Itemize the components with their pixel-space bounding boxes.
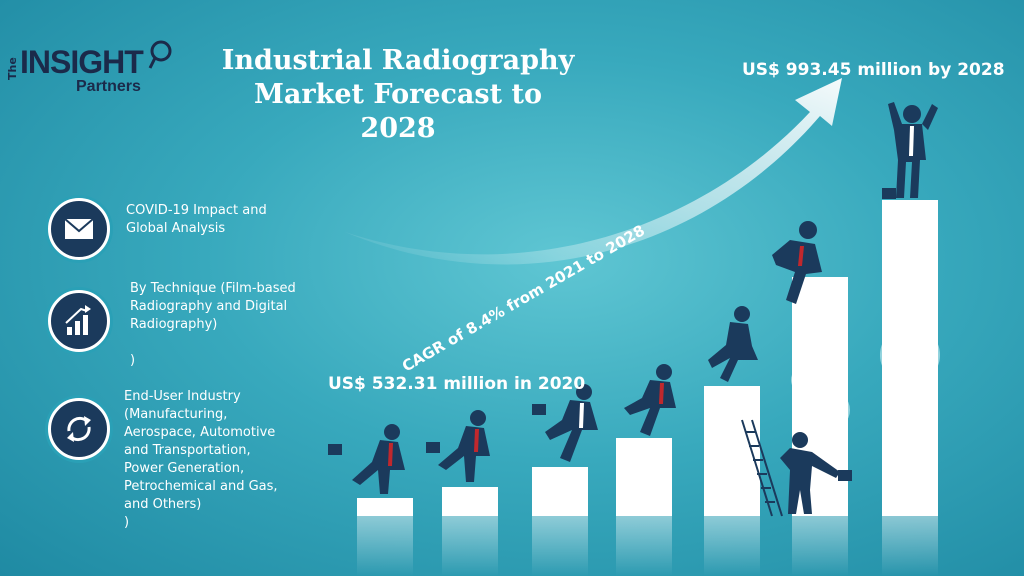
logo-partners: Partners	[76, 78, 141, 95]
growth-arrow	[345, 78, 842, 265]
ladder	[741, 419, 783, 517]
menu-item-technique-label: By Technique (Film-based Radiography and…	[130, 281, 296, 368]
bar-reflections	[357, 516, 938, 576]
bar-3	[532, 467, 588, 516]
title-line-2: Market Forecast to 2028	[254, 79, 542, 144]
email-icon	[48, 198, 110, 260]
bar-1	[357, 498, 413, 516]
businessman-climbing-6	[772, 221, 822, 304]
cagr-label: CAGR of 8.4% from 2021 to 2028	[399, 221, 648, 375]
businessman-running-1	[328, 424, 405, 494]
growth-chart-icon	[48, 290, 110, 352]
menu-item-end-user[interactable]: End-User Industry (Manufacturing, Aerosp…	[48, 389, 288, 538]
bar-4	[616, 438, 672, 516]
bar-7	[882, 200, 938, 516]
businesswoman-running-5	[708, 306, 758, 382]
start-value-label: US$ 532.31 million in 2020	[328, 374, 586, 394]
page-title: Industrial Radiography Market Forecast t…	[218, 44, 578, 146]
the-insight-partners-logo[interactable]: The INSIGHT Partners	[6, 40, 176, 102]
refresh-arrows-icon	[48, 398, 110, 460]
final-value-label: US$ 993.45 million by 2028	[742, 60, 1005, 80]
bar-2	[442, 487, 498, 516]
menu-item-end-user-label: End-User Industry (Manufacturing, Aerosp…	[124, 389, 278, 530]
businessman-running-2	[426, 410, 490, 482]
menu-item-covid-label: COVID-19 Impact and Global Analysis	[126, 203, 267, 236]
businessman-running-3	[532, 384, 598, 462]
magnifier-icon	[148, 40, 172, 69]
title-line-1: Industrial Radiography	[221, 45, 575, 76]
menu-item-covid[interactable]: COVID-19 Impact and Global Analysis	[48, 198, 278, 262]
businessman-winner-8	[882, 102, 938, 199]
menu-item-technique[interactable]: By Technique (Film-based Radiography and…	[48, 281, 298, 380]
businessman-holding-briefcase-7	[780, 432, 852, 514]
logo-insight: INSIGHT	[20, 44, 144, 80]
businessman-figures	[328, 102, 938, 514]
businessman-running-4	[624, 364, 676, 436]
